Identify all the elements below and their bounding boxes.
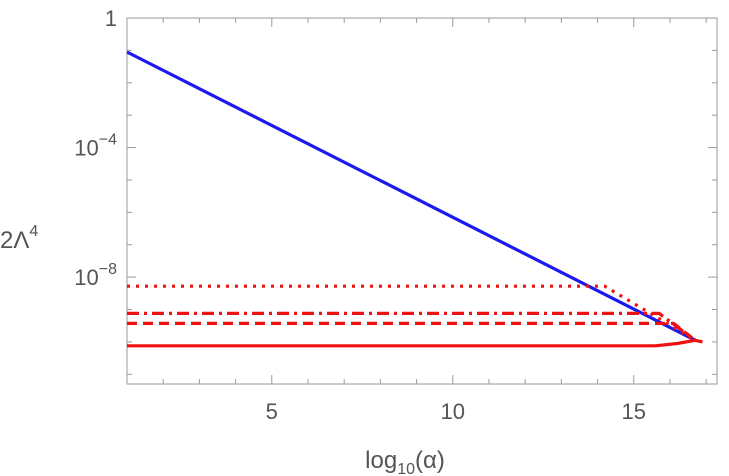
ticks-group: 5 10 15 1 10−4 10−8: [74, 6, 717, 424]
x-tick-label: 10: [441, 399, 465, 424]
y-tick-label: 10−4: [74, 132, 117, 161]
y-axis-title: 2Λ4: [0, 223, 38, 254]
plot-area: [126, 17, 718, 385]
x-axis-title: log10(α): [365, 447, 445, 476]
y-tick-label: 1: [105, 6, 117, 31]
x-tick-label: 5: [266, 399, 278, 424]
x-tick-label: 15: [622, 399, 646, 424]
series-line-1: [126, 50, 697, 342]
series-group: [126, 50, 703, 348]
series-line-5: [127, 338, 703, 348]
y-tick-label: 10−8: [74, 261, 117, 290]
plot-frame: [126, 17, 718, 385]
series-line-3: [127, 311, 697, 342]
series-line-2: [127, 284, 697, 342]
series-line-4: [127, 321, 697, 342]
